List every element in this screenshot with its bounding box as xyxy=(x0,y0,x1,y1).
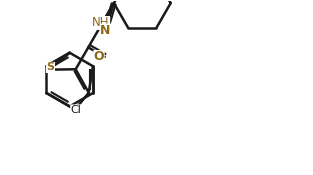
Text: N: N xyxy=(100,24,111,37)
Text: O: O xyxy=(94,50,104,63)
Text: NH: NH xyxy=(92,16,110,30)
Text: Cl: Cl xyxy=(71,105,82,115)
Text: S: S xyxy=(46,62,54,72)
